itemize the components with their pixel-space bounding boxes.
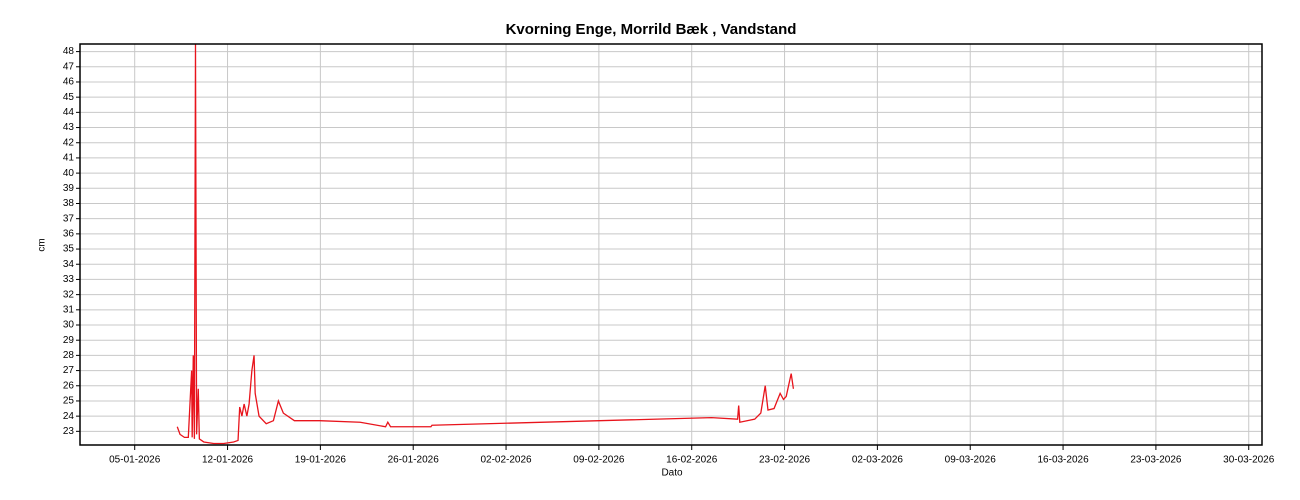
y-tick-label: 26 xyxy=(63,380,75,391)
y-tick-label: 42 xyxy=(63,137,75,148)
plot xyxy=(176,44,795,445)
x-tick-label: 09-02-2026 xyxy=(573,455,625,466)
y-tick-label: 29 xyxy=(63,335,75,346)
y-tick-label: 32 xyxy=(63,289,75,300)
y-tick-label: 27 xyxy=(63,365,75,376)
axes: 23 24 25 26 27 28 29 30 31 32 33 34 35 36 37 38 39 40 41 42… xyxy=(63,46,1275,465)
y-tick-label: 36 xyxy=(63,229,75,240)
x-tick-label: 30-03-2026 xyxy=(1223,455,1275,466)
y-tick-label: 25 xyxy=(63,396,75,407)
y-tick-label: 35 xyxy=(63,244,75,255)
y-tick-label: 45 xyxy=(63,92,75,103)
y-tick-label: 28 xyxy=(63,350,75,361)
grid xyxy=(80,44,1262,445)
x-tick-label: 12-01-2026 xyxy=(202,455,254,466)
x-axis-label: Dato xyxy=(661,468,683,479)
y-tick-label: 30 xyxy=(63,320,75,331)
y-tick-label: 48 xyxy=(63,46,75,57)
y-tick-label: 34 xyxy=(63,259,75,270)
y-tick-label: 41 xyxy=(63,153,75,164)
chart-title: Kvorning Enge, Morrild Bæk , Vandstand xyxy=(506,21,797,38)
y-tick-label: 38 xyxy=(63,198,75,209)
y-tick-label: 31 xyxy=(63,304,75,315)
x-tick-label: 16-02-2026 xyxy=(666,455,718,466)
y-tick-label: 46 xyxy=(63,77,75,88)
x-tick-label: 23-03-2026 xyxy=(1130,455,1182,466)
x-tick-label: 02-02-2026 xyxy=(480,455,532,466)
y-tick-label: 40 xyxy=(63,168,75,179)
y-tick-label: 39 xyxy=(63,183,75,194)
plot-border xyxy=(79,43,1263,446)
y-tick-label: 23 xyxy=(63,426,75,437)
x-tick-label: 05-01-2026 xyxy=(109,455,161,466)
x-tick-label: 26-01-2026 xyxy=(388,455,440,466)
y-axis-label: cm xyxy=(37,238,48,251)
x-tick-label: 02-03-2026 xyxy=(852,455,904,466)
x-tick-label: 16-03-2026 xyxy=(1037,455,1089,466)
y-tick-label: 43 xyxy=(63,122,75,133)
x-tick-label: 19-01-2026 xyxy=(295,455,347,466)
y-tick-label: 47 xyxy=(63,61,75,72)
x-tick-label: 09-03-2026 xyxy=(945,455,997,466)
data-line xyxy=(176,44,795,445)
y-tick-label: 24 xyxy=(63,411,75,422)
y-tick-label: 33 xyxy=(63,274,75,285)
x-tick-label: 23-02-2026 xyxy=(759,455,811,466)
y-tick-label: 37 xyxy=(63,213,75,224)
y-tick-label: 44 xyxy=(63,107,75,118)
